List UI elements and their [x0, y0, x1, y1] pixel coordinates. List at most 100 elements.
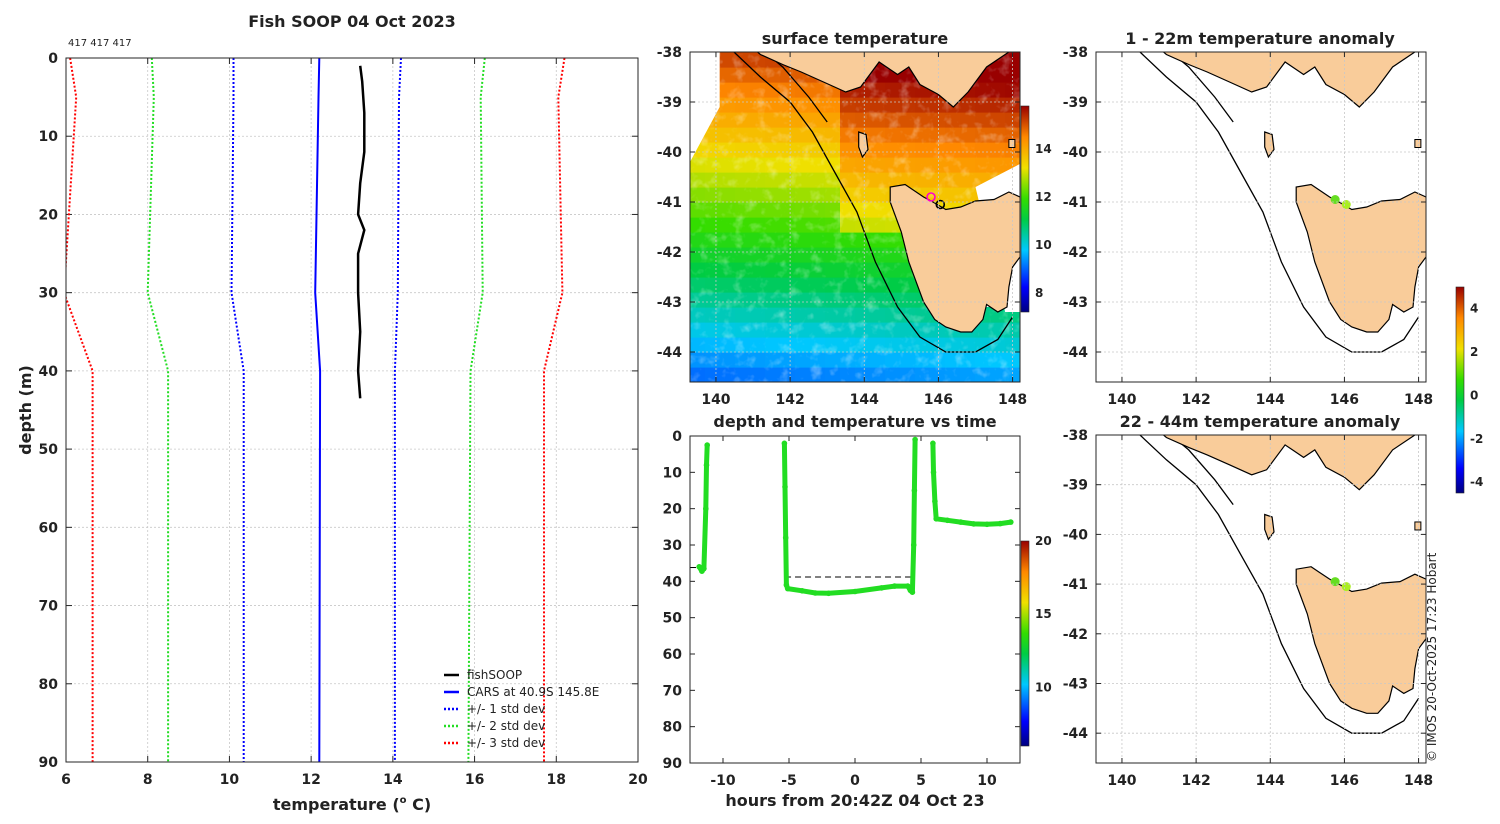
tick-label-x: 140: [1107, 392, 1136, 408]
tick-label-y: 20: [663, 502, 683, 518]
tick-label-x: 20: [628, 772, 648, 788]
depth-time-point: [930, 440, 936, 447]
depth-time-point: [911, 487, 918, 494]
sst-panel: 140 142 144 146 148 -38 -39 -40 -41 -42 -43 -44 8 10 1…: [657, 45, 1052, 408]
depth-time-point: [784, 585, 791, 592]
map-area: [1139, 52, 1426, 353]
tick-label-x: 0: [850, 773, 860, 789]
sst-cloud-west: [690, 52, 720, 162]
legend-label-std2: +/- 2 std dev: [467, 719, 545, 733]
axes-frame: [1095, 51, 1427, 383]
std-high-line: [467, 58, 486, 762]
tick-label-y: -40: [1063, 527, 1089, 543]
depth-time-point: [782, 484, 788, 490]
tick-label-y: 60: [39, 520, 59, 536]
legend-label-fishsoop: fishSOOP: [467, 668, 522, 682]
tick-label-x: 8: [143, 772, 153, 788]
tick-label-y: -41: [657, 195, 682, 211]
profile-xlabel-tail: C): [407, 795, 432, 814]
depth-time-point: [932, 498, 938, 505]
depth-time-point: [909, 589, 916, 595]
tick-label-y: -43: [1063, 295, 1088, 311]
king-island: [1264, 513, 1275, 541]
tick-label-x: 14: [383, 772, 403, 788]
tick-label-x: 148: [1404, 773, 1433, 789]
depth-time-point: [878, 585, 885, 591]
axes-frame: [65, 57, 639, 763]
anomaly-point: [1341, 582, 1351, 592]
anomaly-point: [1341, 200, 1351, 209]
depth-time-track: [930, 440, 1014, 527]
depth-time-point: [703, 462, 710, 468]
king-island: [858, 131, 869, 159]
cars-mean-line: [314, 58, 322, 762]
tick-label-y: 50: [39, 442, 59, 458]
king-island: [1264, 131, 1275, 159]
depth-time-point: [930, 469, 937, 476]
anomaly-colorbar-label: 2: [1470, 345, 1478, 359]
tick-label-x: 5: [916, 773, 926, 789]
tasmania-coast: [889, 183, 1020, 333]
depth-time-xlabel: hours from 20:42Z 04 Oct 23: [725, 791, 984, 810]
fishsoop-profile-line: [356, 65, 366, 399]
tick-label-y: 40: [663, 574, 683, 590]
tick-label-x: 146: [924, 392, 953, 408]
tick-label-y: 30: [39, 286, 59, 302]
tick-label-x: 146: [1330, 392, 1359, 408]
tick-label-y: -38: [1063, 428, 1088, 444]
tick-label-x: 148: [1404, 392, 1433, 408]
depth-time-point: [997, 520, 1003, 527]
mainland-coast: [756, 52, 1010, 108]
tick-label-y: -40: [657, 145, 683, 161]
depth-time-point: [703, 505, 709, 512]
mainland-coast: [1162, 52, 1416, 108]
tick-label-y: -41: [1063, 577, 1088, 593]
depth-time-point: [852, 588, 858, 595]
flinders-island: [1414, 521, 1422, 531]
tick-label-x: 10: [220, 772, 240, 788]
depth-time-point: [910, 542, 917, 548]
tick-label-y: -39: [1063, 478, 1088, 494]
tick-label-x: 18: [547, 772, 566, 788]
std-low-line: [66, 58, 94, 762]
tick-label-y: -43: [657, 295, 682, 311]
depth-time-point: [891, 583, 898, 589]
tick-label-y: -43: [1063, 676, 1088, 692]
std-high-line: [393, 58, 402, 762]
flinders-island: [1008, 139, 1016, 148]
tick-label-x: 16: [465, 772, 484, 788]
anomaly-colorbar-label: 4: [1470, 302, 1478, 316]
anomaly-deep-title: 22 - 44m temperature anomaly: [1120, 412, 1401, 431]
sst-title: surface temperature: [762, 29, 949, 48]
tick-label-x: 142: [775, 392, 804, 408]
depth-time-panel: -10 -5 0 5 10 0 10 20 30 40 50 60 70 80 90 10 15 20: [663, 429, 1052, 789]
std-low-line: [146, 58, 170, 762]
depth-time-colorbar-label: 10: [1035, 680, 1052, 694]
depth-time-point: [704, 442, 710, 448]
legend-label-cars: CARS at 40.9S 145.8E: [467, 685, 599, 699]
tick-label-y: 80: [39, 677, 59, 693]
depth-time-point: [912, 436, 918, 443]
tick-label-x: 140: [701, 392, 730, 408]
depth-time-point: [944, 517, 951, 524]
tick-label-y: 0: [672, 429, 682, 445]
depth-time-point: [781, 440, 788, 447]
depth-time-point: [971, 521, 977, 527]
tick-label-x: 144: [850, 392, 879, 408]
tick-label-x: 148: [998, 392, 1027, 408]
copyright-text: © IMOS 20-Oct-2025 17:23 Hobart: [1425, 552, 1439, 762]
tick-label-x: -5: [781, 773, 797, 789]
anomaly-shallow-panel: 140 142 144 146 148 -38 -39 -40 -41 -42 -43 -44 -4 -2…: [1063, 45, 1483, 494]
tick-label-x: 144: [1256, 773, 1285, 789]
depth-time-title: depth and temperature vs time: [713, 412, 996, 431]
tick-label-y: -39: [657, 95, 682, 111]
flinders-island: [1414, 139, 1422, 148]
tick-label-y: -44: [1063, 345, 1089, 361]
anomaly-shallow-title: 1 - 22m temperature anomaly: [1125, 29, 1395, 48]
depth-time-colorbar: [1020, 540, 1030, 747]
depth-time-point: [782, 534, 789, 541]
legend-label-std1: +/- 1 std dev: [467, 702, 545, 716]
profile-panel: 6 8 10 12 14 16 18 20 0 10 20 30 40 50 60 70 80 90: [39, 51, 648, 788]
tick-label-y: -38: [1063, 45, 1088, 61]
